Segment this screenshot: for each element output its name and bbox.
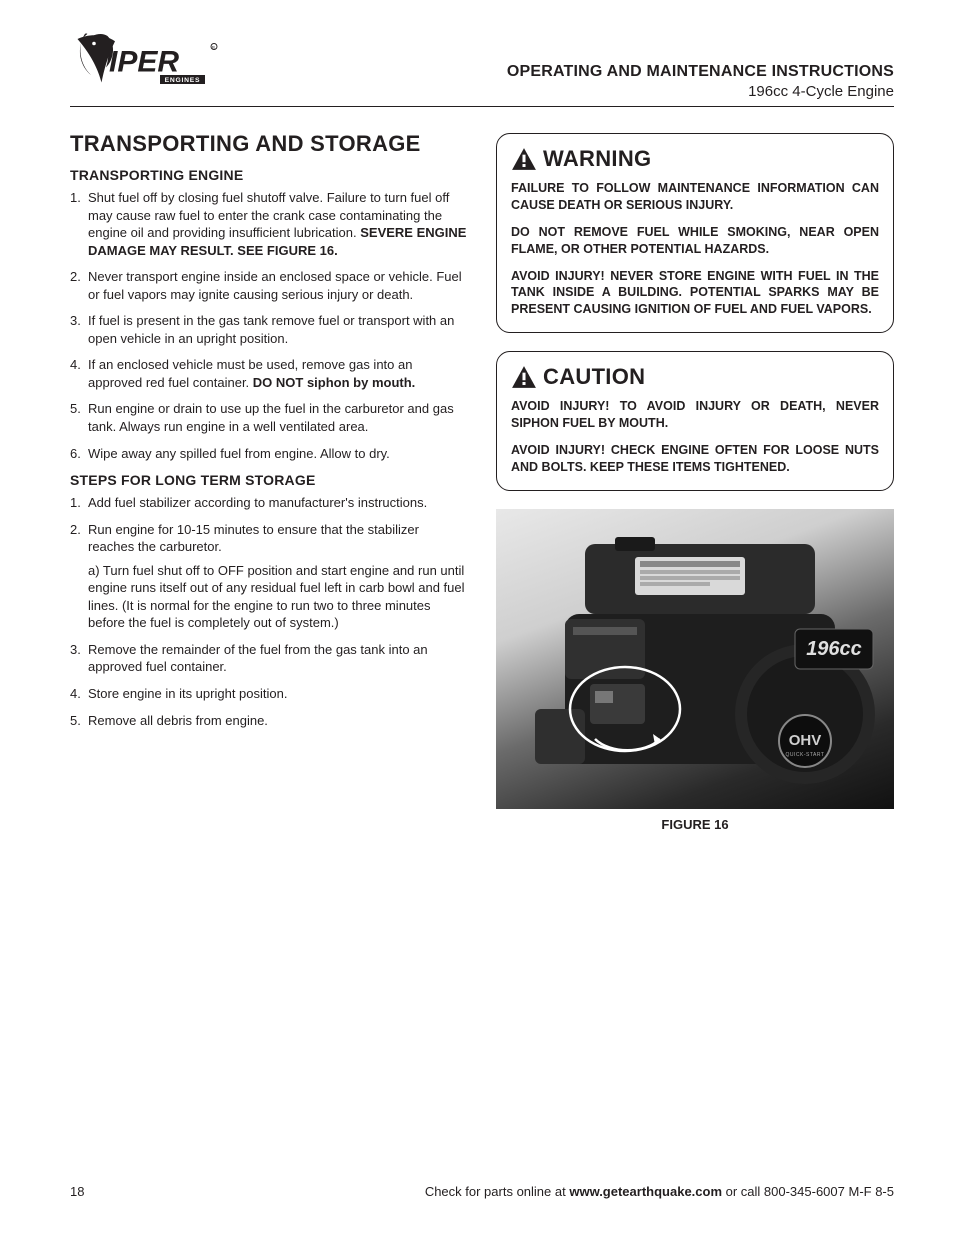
footer-url: www.getearthquake.com (569, 1184, 722, 1199)
list-item: Remove the remainder of the fuel from th… (70, 641, 468, 676)
svg-text:R: R (212, 45, 215, 50)
list-item: Remove all debris from engine. (70, 712, 468, 730)
section-transporting-heading: TRANSPORTING ENGINE (70, 167, 468, 183)
figure-caption: FIGURE 16 (496, 817, 894, 832)
warning-icon (511, 365, 537, 389)
viper-logo-svg: IPER R ENGINES (70, 30, 220, 98)
warning-title: WARNING (543, 146, 651, 172)
caution-text: AVOID INJURY! TO AVOID INJURY OR DEATH, … (511, 398, 879, 432)
right-column: WARNING FAILURE TO FOLLOW MAINTENANCE IN… (496, 127, 894, 832)
list-text: Never transport engine inside an enclose… (88, 269, 462, 302)
logo-subtext: ENGINES (165, 77, 201, 84)
warning-text: FAILURE TO FOLLOW MAINTENANCE INFORMATIO… (511, 180, 879, 214)
list-item: Shut fuel off by closing fuel shutoff va… (70, 189, 468, 259)
content-columns: TRANSPORTING AND STORAGE TRANSPORTING EN… (70, 127, 894, 832)
caution-title: CAUTION (543, 364, 645, 390)
page-footer: 18 Check for parts online at www.geteart… (70, 1184, 894, 1199)
caution-title-row: CAUTION (511, 364, 879, 390)
list-text: Remove all debris from engine. (88, 713, 268, 728)
list-item: If an enclosed vehicle must be used, rem… (70, 356, 468, 391)
warning-callout: WARNING FAILURE TO FOLLOW MAINTENANCE IN… (496, 133, 894, 333)
footer-text: Check for parts online at www.getearthqu… (425, 1184, 894, 1199)
warning-text: AVOID INJURY! NEVER STORE ENGINE WITH FU… (511, 268, 879, 319)
footer-suffix: or call 800-345-6007 M-F 8-5 (722, 1184, 894, 1199)
svg-text:OHV: OHV (789, 732, 822, 749)
storage-list: Add fuel stabilizer according to manufac… (70, 494, 468, 729)
header-right: OPERATING AND MAINTENANCE INSTRUCTIONS 1… (507, 63, 894, 100)
list-text: Add fuel stabilizer according to manufac… (88, 495, 427, 510)
list-text: If fuel is present in the gas tank remov… (88, 313, 454, 346)
logo-text: IPER (109, 45, 179, 78)
footer-prefix: Check for parts online at (425, 1184, 570, 1199)
brand-logo: IPER R ENGINES (70, 30, 220, 100)
list-text: Run engine for 10-15 minutes to ensure t… (88, 522, 419, 555)
list-text: Run engine or drain to use up the fuel i… (88, 401, 454, 434)
warning-icon (511, 147, 537, 171)
page-header: IPER R ENGINES OPERATING AND MAINTENANCE… (70, 30, 894, 107)
list-item: If fuel is present in the gas tank remov… (70, 312, 468, 347)
warning-title-row: WARNING (511, 146, 879, 172)
section-storage-heading: STEPS FOR LONG TERM STORAGE (70, 472, 468, 488)
list-item: Run engine or drain to use up the fuel i… (70, 400, 468, 435)
page-number: 18 (70, 1184, 84, 1199)
list-bold: DO NOT siphon by mouth. (249, 375, 415, 390)
header-subtitle: 196cc 4-Cycle Engine (507, 83, 894, 100)
figure-16: OHV QUICK-START 196cc (496, 509, 894, 832)
engine-photo: OHV QUICK-START 196cc (496, 509, 894, 809)
list-item: Store engine in its upright position. (70, 685, 468, 703)
main-heading: TRANSPORTING AND STORAGE (70, 131, 468, 157)
warning-text: DO NOT REMOVE FUEL WHILE SMOKING, NEAR O… (511, 224, 879, 258)
header-title: OPERATING AND MAINTENANCE INSTRUCTIONS (507, 63, 894, 81)
caution-callout: CAUTION AVOID INJURY! TO AVOID INJURY OR… (496, 351, 894, 491)
list-text: Wipe away any spilled fuel from engine. … (88, 446, 390, 461)
left-column: TRANSPORTING AND STORAGE TRANSPORTING EN… (70, 127, 468, 832)
caution-text: AVOID INJURY! CHECK ENGINE OFTEN FOR LOO… (511, 442, 879, 476)
list-item: Never transport engine inside an enclose… (70, 268, 468, 303)
list-item: Add fuel stabilizer according to manufac… (70, 494, 468, 512)
list-text: Remove the remainder of the fuel from th… (88, 642, 428, 675)
svg-text:QUICK-START: QUICK-START (786, 752, 825, 758)
engine-illustration: OHV QUICK-START 196cc (496, 509, 894, 809)
list-item: Run engine for 10-15 minutes to ensure t… (70, 521, 468, 632)
list-subitem: a) Turn fuel shut off to OFF position an… (70, 562, 468, 632)
list-text: Store engine in its upright position. (88, 686, 287, 701)
transporting-list: Shut fuel off by closing fuel shutoff va… (70, 189, 468, 462)
svg-text:196cc: 196cc (806, 638, 862, 660)
list-item: Wipe away any spilled fuel from engine. … (70, 445, 468, 463)
